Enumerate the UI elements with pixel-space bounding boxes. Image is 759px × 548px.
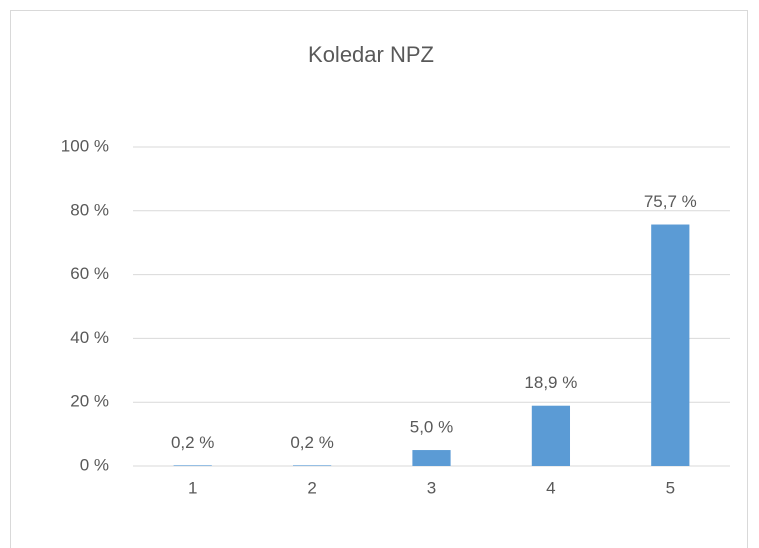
x-tick-label: 5	[666, 478, 675, 497]
x-tick-label: 3	[427, 478, 436, 497]
bar	[651, 224, 690, 466]
data-label: 18,9 %	[524, 373, 577, 392]
y-tick-label: 80 %	[70, 200, 109, 219]
bar	[412, 450, 451, 466]
x-tick-label: 2	[307, 478, 316, 497]
chart-border	[10, 10, 748, 548]
data-label: 75,7 %	[644, 192, 697, 211]
x-tick-label: 4	[546, 478, 555, 497]
data-label: 5,0 %	[410, 418, 453, 437]
data-label: 0,2 %	[290, 433, 333, 452]
y-tick-label: 40 %	[70, 328, 109, 347]
y-tick-label: 60 %	[70, 264, 109, 283]
y-tick-label: 100 %	[61, 136, 109, 155]
y-tick-label: 0 %	[80, 455, 109, 474]
bar	[531, 405, 571, 466]
y-tick-label: 20 %	[70, 392, 109, 411]
data-label: 0,2 %	[171, 433, 214, 452]
bar	[173, 465, 212, 466]
chart-title: Koledar NPZ	[308, 42, 434, 67]
bar	[292, 465, 332, 466]
x-tick-label: 1	[188, 478, 197, 497]
